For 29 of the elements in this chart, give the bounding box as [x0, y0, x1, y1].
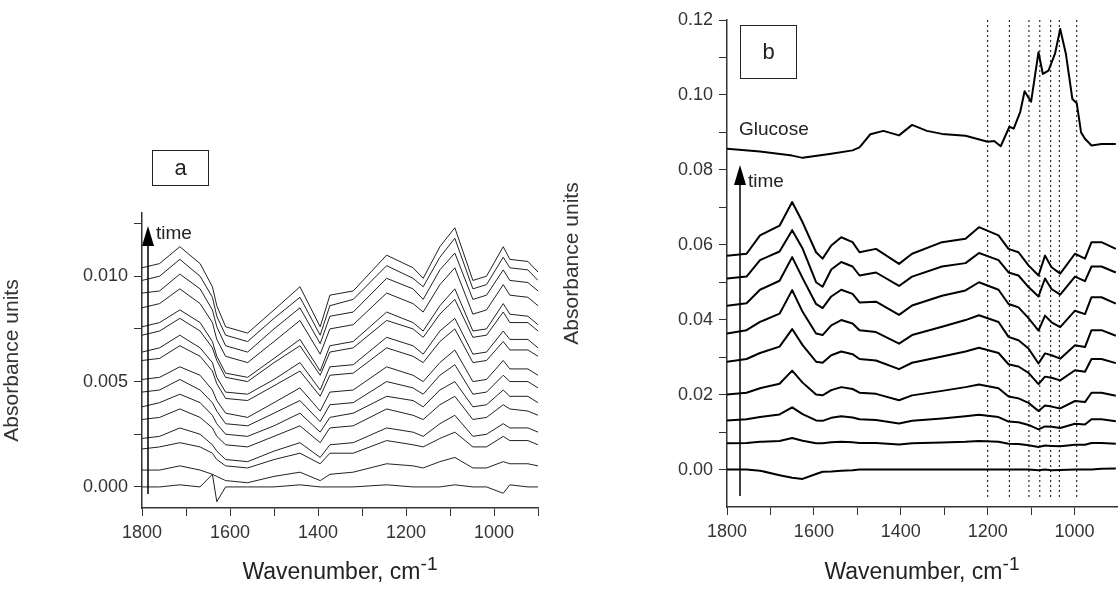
- y-tick-label: 0.06: [677, 233, 713, 254]
- y-axis-title: Absorbance units: [559, 182, 583, 345]
- x-axis-title: Wavenumber, cm$^{-1}$: [242, 553, 438, 585]
- x-tick-label: 1000: [473, 521, 515, 542]
- y-tick-label: 0.04: [677, 308, 713, 329]
- y-tick-label: 0.02: [677, 383, 713, 404]
- series-label: Glucose: [739, 117, 809, 139]
- y-tick-label: 0.000: [82, 475, 128, 496]
- x-tick-label: 1200: [967, 520, 1008, 541]
- x-tick-label: 1400: [880, 520, 921, 541]
- x-tick-label: 1400: [297, 521, 339, 542]
- y-tick-label: 0.12: [677, 8, 713, 29]
- text: a: [152, 150, 209, 186]
- x-tick-label: 1200: [385, 521, 427, 542]
- y-tick-label: 0.00: [677, 458, 713, 479]
- x-axis-title: Wavenumber, cm$^{-1}$: [824, 553, 1020, 585]
- x-tick-label: 1600: [793, 520, 834, 541]
- annotation: time: [156, 222, 192, 244]
- x-tick-label: 1600: [209, 521, 251, 542]
- annotation: time: [748, 170, 784, 192]
- y-axis-title: Absorbance units: [0, 279, 23, 442]
- y-tick-label: 0.005: [82, 370, 128, 391]
- y-tick-label: 0.10: [677, 83, 713, 104]
- x-tick-label: 1800: [706, 520, 748, 541]
- x-tick-label: 1000: [1054, 520, 1095, 541]
- x-tick-label: 1800: [121, 521, 163, 542]
- y-tick-label: 0.010: [82, 265, 128, 286]
- annotation: b: [740, 25, 797, 79]
- y-tick-label: 0.08: [677, 158, 713, 179]
